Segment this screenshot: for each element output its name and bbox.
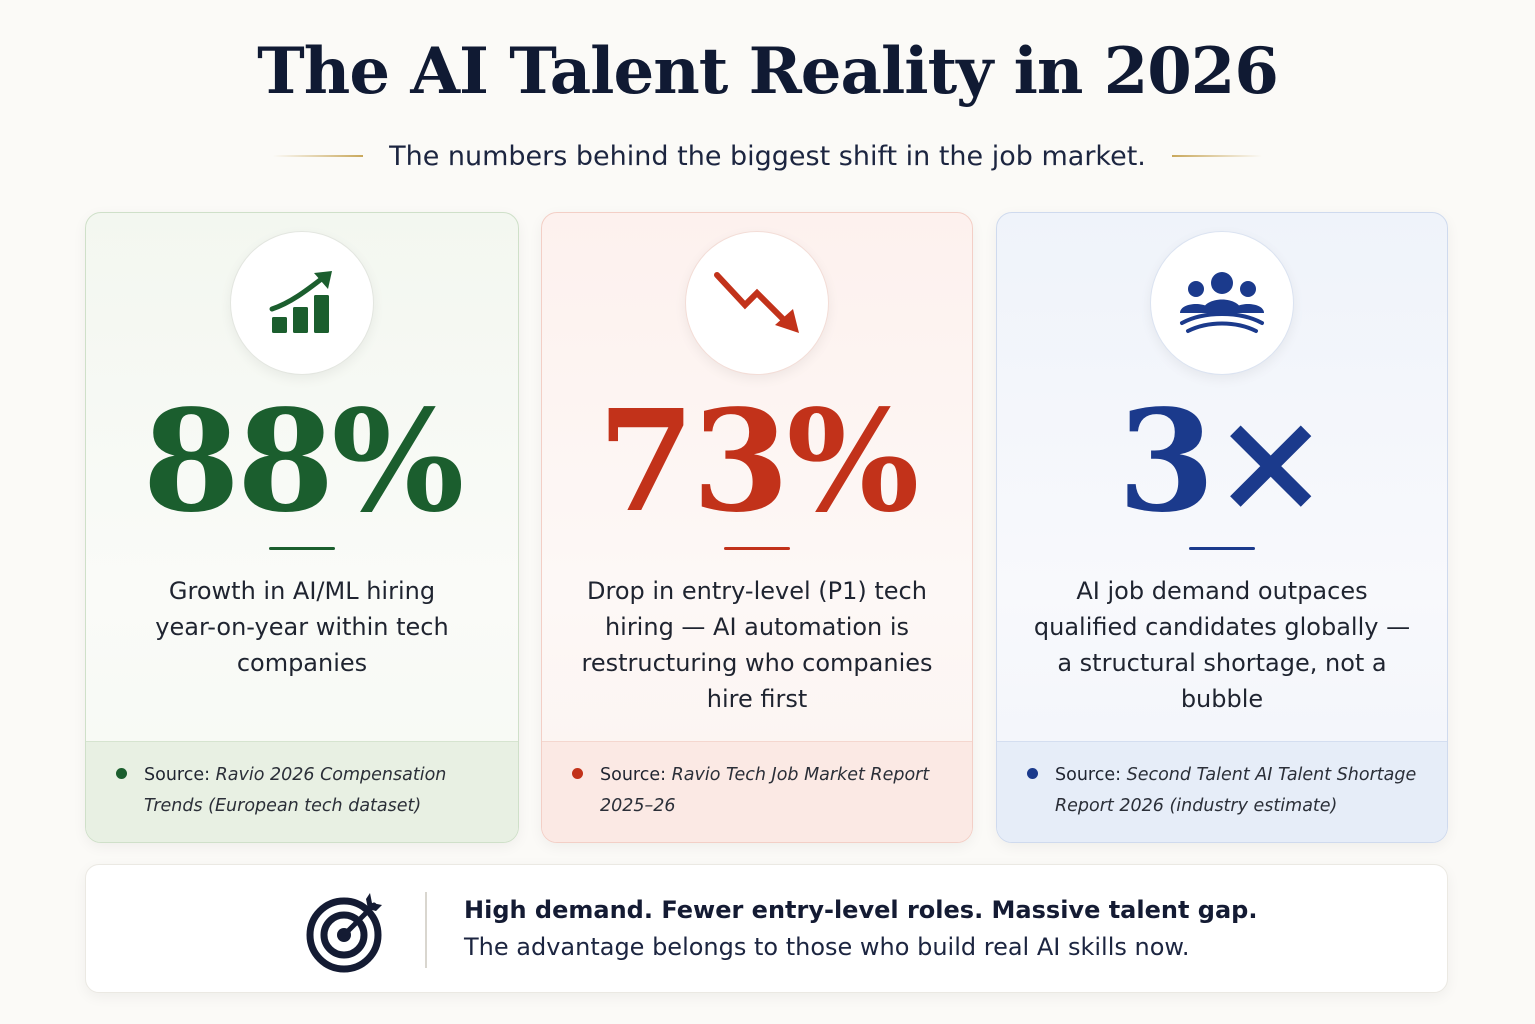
stat-description: AI job demand outpaces qualified candida… — [1033, 577, 1411, 713]
source-label: Source: — [144, 765, 211, 785]
source-text: Second Talent AI Talent Shortage Report … — [1055, 765, 1417, 816]
target-arrow-icon — [306, 893, 382, 973]
people-group-icon — [1180, 272, 1264, 333]
banner-divider — [425, 892, 427, 968]
source-label: Source: — [1055, 765, 1122, 785]
subtitle-rule-left — [273, 155, 364, 157]
stat-card-ai-ml-hiring: 88% Growth in AI/ML hiring year-on-year … — [85, 212, 519, 843]
subtitle-row: The numbers behind the biggest shift in … — [0, 138, 1535, 174]
card-icon-circle — [685, 231, 829, 375]
trending-down-arrow-icon — [714, 272, 799, 333]
source-dot — [572, 768, 583, 779]
stat-value: 88% — [142, 380, 465, 544]
trending-up-bar-chart-icon — [269, 271, 332, 333]
stat-card-entry-level-drop: 73% Drop in entry-level (P1) tech hiring… — [541, 212, 973, 843]
accent-bar — [724, 547, 790, 550]
stat-description: Drop in entry-level (P1) tech hiring — A… — [581, 577, 933, 713]
source-text: Ravio Tech Job Market Report 2025–26 — [600, 765, 930, 816]
page-subtitle: The numbers behind the biggest shift in … — [389, 140, 1146, 172]
subtitle-rule-right — [1171, 155, 1262, 157]
source-text: Ravio 2026 Compensation Trends (European… — [144, 765, 447, 816]
accent-bar — [1189, 547, 1255, 550]
source-dot — [116, 768, 127, 779]
stat-description: Growth in AI/ML hiring year-on-year with… — [155, 577, 449, 677]
page-title: The AI Talent Reality in 2026 — [257, 34, 1279, 109]
banner-text: The advantage belongs to those who build… — [464, 933, 1190, 961]
card-icon-circle — [230, 231, 374, 375]
stat-value: 73% — [597, 380, 920, 544]
accent-bar — [269, 547, 335, 550]
source-panel: Source: Ravio 2026 Compensation Trends (… — [86, 741, 518, 842]
summary-banner: High demand. Fewer entry-level roles. Ma… — [85, 864, 1448, 993]
card-icon-circle — [1150, 231, 1294, 375]
source-panel: Source: Second Talent AI Talent Shortage… — [997, 741, 1447, 842]
stat-card-talent-shortage: 3× AI job demand outpaces qualified cand… — [996, 212, 1448, 843]
banner-headline: High demand. Fewer entry-level roles. Ma… — [464, 896, 1258, 924]
source-label: Source: — [600, 765, 667, 785]
source-panel: Source: Ravio Tech Job Market Report 202… — [542, 741, 972, 842]
stat-value: 3× — [1117, 380, 1330, 544]
source-dot — [1027, 768, 1038, 779]
